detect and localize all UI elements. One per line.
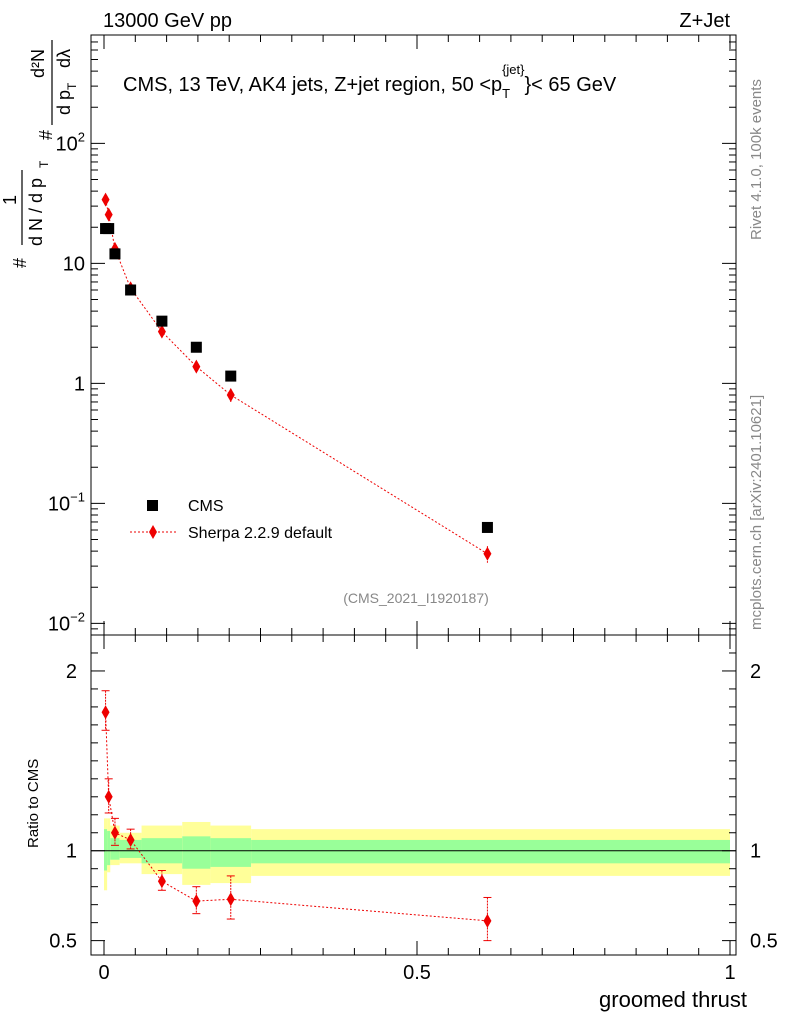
main-frame [90,34,737,636]
ratio-sherpa-point [192,894,201,909]
sherpa-point [101,192,110,207]
y-tick-label: 10−2 [48,609,85,635]
ylabel-hash: # [10,258,30,268]
legend-cms-label: CMS [188,498,224,515]
cms-point [125,284,137,296]
sherpa-point [483,546,492,561]
analysis-label: (CMS_2021_I1920187) [343,590,489,606]
x-tick-label: 0 [98,962,109,984]
ylabel-T2: T [65,82,79,90]
ratio-panel: 0 0.5 1 0.5 0.5 1 1 2 2 [49,634,778,984]
x-tick-label: 1 [724,962,735,984]
y-tick-label: 1 [74,373,85,395]
ratio-band-inner [104,829,108,871]
ratio-y-tick-label-right: 0.5 [750,931,778,953]
ratio-sherpa-point [483,913,492,928]
ylabel-dpt: d p [54,90,74,115]
legend: CMS Sherpa 2.2.9 default [130,498,333,542]
y-tick-label: 10−1 [48,489,85,515]
ratio-band-inner [210,838,252,867]
sherpa-line [105,199,488,555]
ratio-band-inner [182,836,211,869]
x-tick-label: 0.5 [403,962,431,984]
sherpa-point [226,388,235,402]
ratio-y-label: Ratio to CMS [25,759,42,848]
y-tick-label: 10 [63,253,85,275]
y-tick-label: 102 [56,129,85,155]
ratio-band-inner [107,830,111,866]
ylabel-d2N: d²N [28,49,48,78]
ratio-sherpa-point [126,832,135,847]
cms-point [103,223,115,235]
cms-point [156,315,168,327]
legend-cms-marker [147,500,158,511]
header-right: Z+Jet [679,10,730,32]
ylabel-dl: dλ [54,49,74,68]
ratio-y-tick-label: 0.5 [49,931,77,953]
legend-sherpa-label: Sherpa 2.2.9 default [188,525,333,542]
cms-point [481,521,493,533]
main-panel: 10−2 10−1 1 10 102 [48,34,737,636]
ratio-sherpa-point [157,874,166,889]
y-axis-label: # 1 d N / d p T # d²N d p T dλ [0,40,79,268]
x-axis-label: groomed thrust [599,987,747,1012]
ylabel-T: T [37,160,51,168]
ratio-sherpa-line [105,712,488,922]
ratio-y-tick-label-right: 1 [750,841,761,863]
ratio-sherpa-point [104,789,113,804]
ratio-y-tick-label: 2 [66,661,77,683]
ylabel-hash2: # [36,130,56,140]
sherpa-point [104,207,113,222]
sherpa-point [157,324,166,339]
legend-sherpa-marker [149,525,157,539]
ratio-sherpa-point [101,705,110,720]
plot-title: CMS, 13 TeV, AK4 jets, Z+jet region, 50 … [123,62,617,101]
ratio-frame [90,634,737,956]
ylabel-dN: d N / d p [26,178,46,246]
rivet-label: Rivet 4.1.0, 100k events [748,79,765,240]
sherpa-point [192,359,201,374]
header-left: 13000 GeV pp [103,10,232,32]
cms-point [109,248,121,260]
cms-point [225,370,237,382]
cms-point [190,341,202,353]
mcplots-label: mcplots.cern.ch [arXiv:2401.10621] [748,395,765,630]
ratio-band-inner [110,838,120,860]
ylabel-one: 1 [0,195,20,205]
ratio-sherpa-point [226,892,235,907]
ratio-y-tick-label: 1 [66,841,77,863]
ratio-y-tick-label-right: 2 [750,661,761,683]
ratio-sherpa-point [110,825,119,840]
ratio-band-inner [251,839,731,864]
